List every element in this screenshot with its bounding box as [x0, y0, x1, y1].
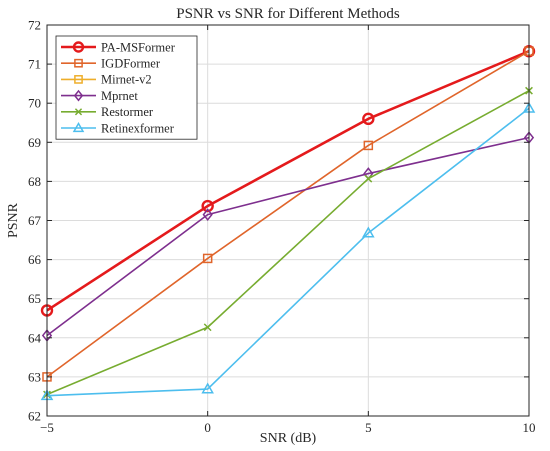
legend-entry: Mirnet-v2: [61, 73, 152, 87]
data-point: [201, 199, 214, 213]
legend-box: [55, 35, 198, 140]
y-tick-label: 64: [28, 330, 42, 345]
series-line: [46, 50, 530, 378]
legend-marker: [73, 89, 84, 102]
series-group: [40, 44, 536, 401]
x-axis-label: SNR (dB): [260, 431, 317, 446]
y-axis-label: PSNR: [6, 202, 21, 238]
axis-ticks: −5 0 5 10 62 63 64 65 66 67 68 69 70 71 72: [28, 18, 536, 436]
legend-marker: [74, 58, 83, 68]
legend-label: PA-MSFormer: [101, 40, 176, 54]
legend: PA-MSFormer IGDFormer Mirnet-v2 Mprnet Resto…: [55, 35, 198, 140]
data-point: [202, 253, 213, 264]
legend-label: Mirnet-v2: [101, 73, 152, 87]
y-tick-label: 63: [28, 369, 41, 384]
data-point: [201, 382, 214, 394]
series-line: [46, 89, 530, 396]
y-tick-label: 65: [28, 291, 41, 306]
legend-entry: IGDFormer: [61, 57, 161, 71]
y-tick-label: 72: [28, 18, 41, 33]
y-tick-label: 68: [28, 174, 41, 189]
legend-entry: Restormer: [61, 105, 154, 119]
legend-entry: Mprnet: [61, 89, 138, 103]
y-tick-label: 71: [28, 57, 41, 72]
legend-entry: PA-MSFormer: [61, 40, 176, 54]
legend-label: Mprnet: [101, 89, 138, 103]
data-point: [362, 226, 375, 238]
data-point: [362, 112, 375, 126]
y-tick-label: 62: [28, 409, 41, 424]
x-tick-label: 0: [204, 420, 211, 435]
data-point: [202, 208, 213, 222]
y-tick-label: 66: [28, 252, 42, 267]
series-line: [46, 49, 530, 312]
data-point: [203, 323, 212, 332]
y-tick-label: 67: [28, 213, 42, 228]
series-retinexformer: [40, 101, 536, 401]
legend-entry: Retinexformer: [61, 121, 175, 135]
x-tick-label: −5: [40, 420, 54, 435]
x-tick-label: 10: [523, 420, 536, 435]
data-point: [363, 140, 374, 151]
y-tick-label: 70: [28, 96, 41, 111]
legend-label: IGDFormer: [101, 57, 161, 71]
data-point: [364, 174, 373, 183]
legend-label: Retinexformer: [101, 121, 175, 135]
legend-marker: [74, 75, 83, 84]
series-line: [46, 136, 530, 337]
x-tick-label: 5: [365, 420, 372, 435]
legend-marker: [72, 121, 85, 133]
legend-marker: [72, 41, 85, 53]
series-line: [46, 107, 530, 397]
legend-marker: [74, 108, 83, 116]
series-restormer: [43, 86, 533, 399]
y-tick-label: 69: [28, 135, 41, 150]
chart-title: PSNR vs SNR for Different Methods: [176, 6, 400, 22]
legend-label: Restormer: [101, 105, 154, 119]
